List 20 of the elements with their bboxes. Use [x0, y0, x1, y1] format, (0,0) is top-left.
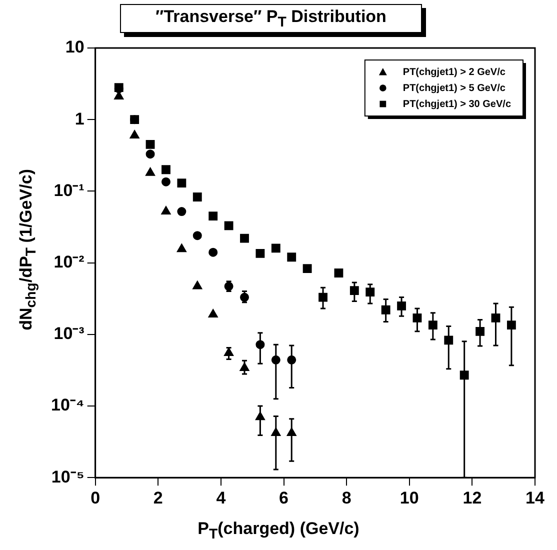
x-tick-label: 6	[279, 488, 288, 508]
y-tick-label: 10	[65, 38, 84, 57]
x-tick-label: 8	[342, 488, 352, 508]
y-tick-label: 10⁻¹	[54, 180, 85, 200]
legend-label: PT(chgjet1) > 5 GeV/c	[402, 82, 506, 94]
chart-title: ″Transverse″ P$_{T}$ Distribution	[120, 4, 422, 34]
x-tick-label: 0	[90, 488, 100, 508]
y-tick-label: 10⁻³	[54, 324, 85, 344]
y-tick-label: 10⁻⁴	[50, 396, 84, 415]
x-axis-title: P$_{T}$(charged) (GeV/c)	[196, 518, 360, 542]
x-tick-label: 12	[462, 488, 482, 508]
x-tick-label: 10	[400, 488, 419, 508]
legend-label: PT(chgjet1) > 30 GeV/c	[402, 98, 512, 110]
x-tick-label: 4	[216, 488, 226, 508]
y-tick-label: 10⁻⁵	[51, 467, 84, 486]
x-tick-label: 2	[153, 488, 163, 508]
y-tick-label: 10⁻²	[54, 252, 85, 272]
y-tick-label: 1	[74, 109, 84, 128]
x-tick-label: 14	[526, 488, 545, 508]
legend-label: PT(chgjet1) > 2 GeV/c	[402, 66, 506, 78]
